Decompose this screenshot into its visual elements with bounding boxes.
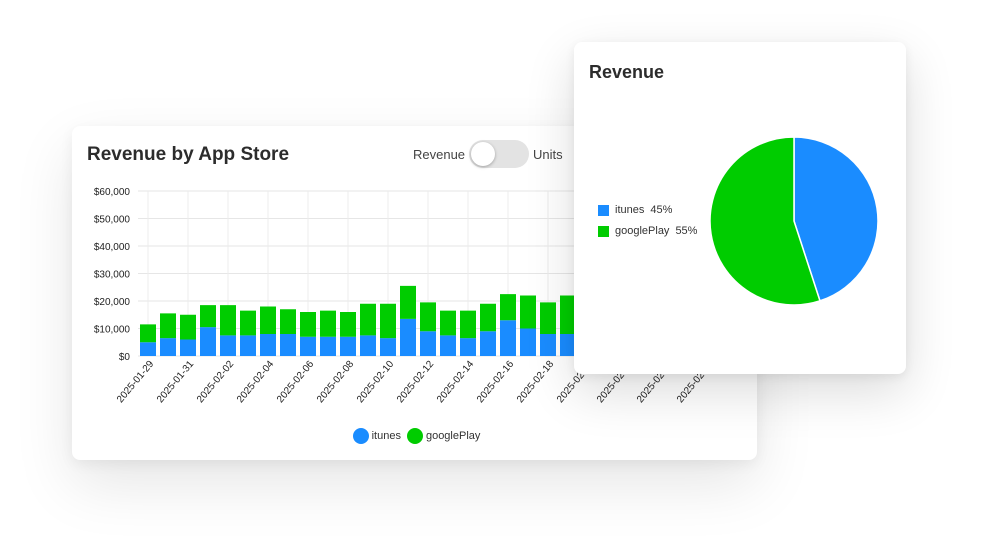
x-tick-label: 2025-02-10 (355, 359, 397, 406)
bar-googleplay-2025-02-09[interactable] (360, 303, 376, 336)
legend-swatch-googleplay[interactable] (406, 428, 423, 444)
bar-itunes-2025-02-08[interactable] (340, 336, 356, 356)
pie-chart (709, 136, 879, 306)
bar-itunes-2025-02-17[interactable] (520, 328, 536, 357)
toggle-label-units: Units (533, 146, 563, 162)
bar-googleplay-2025-02-05[interactable] (280, 309, 296, 334)
pie-legend-swatch-googleplay (598, 225, 609, 237)
y-tick-label: $20,000 (94, 297, 131, 308)
bar-googleplay-2025-01-29[interactable] (140, 324, 156, 343)
y-tick-label: $0 (119, 352, 131, 363)
y-tick-label: $40,000 (94, 242, 131, 253)
legend-swatch-itunes[interactable] (352, 428, 369, 444)
legend-label-itunes[interactable]: itunes (371, 430, 401, 442)
legend-label-googleplay[interactable]: googlePlay (425, 430, 481, 442)
x-tick-label: 2025-02-12 (395, 359, 437, 406)
bar-itunes-2025-02-15[interactable] (480, 331, 496, 356)
bar-chart-legend: itunes googlePlay (72, 428, 757, 444)
bar-googleplay-2025-01-31[interactable] (180, 314, 196, 340)
toggle-label-revenue: Revenue (413, 146, 466, 162)
bar-googleplay-2025-02-02[interactable] (220, 305, 236, 336)
bar-itunes-2025-02-02[interactable] (220, 335, 236, 356)
bar-itunes-2025-02-11[interactable] (400, 318, 416, 356)
bar-googleplay-2025-02-04[interactable] (260, 306, 276, 335)
bar-googleplay-2025-02-15[interactable] (480, 303, 496, 332)
bar-googleplay-2025-02-14[interactable] (460, 310, 476, 339)
bar-itunes-2025-02-14[interactable] (460, 338, 476, 356)
bar-googleplay-2025-02-19[interactable] (560, 295, 576, 335)
bar-googleplay-2025-02-06[interactable] (300, 312, 316, 337)
bar-googleplay-2025-02-08[interactable] (340, 312, 356, 337)
y-tick-label: $50,000 (94, 215, 131, 226)
bar-itunes-2025-02-07[interactable] (320, 336, 336, 356)
pie-slice-googleplay[interactable] (709, 136, 821, 306)
x-tick-label: 2025-01-29 (115, 359, 157, 406)
x-tick-label: 2025-01-31 (155, 359, 197, 406)
y-tick-label: $60,000 (94, 187, 131, 198)
bar-itunes-2025-02-04[interactable] (260, 334, 276, 356)
pie-legend-item-googleplay[interactable]: googlePlay 55% (598, 225, 697, 237)
bar-itunes-2025-02-18[interactable] (540, 334, 556, 356)
revenue-units-toggle-group: Revenue Units (413, 140, 563, 168)
bar-itunes-2025-02-16[interactable] (500, 320, 516, 356)
bar-googleplay-2025-02-18[interactable] (540, 302, 556, 334)
pie-legend-item-itunes[interactable]: itunes 45% (598, 204, 672, 216)
toggle-knob[interactable] (471, 142, 496, 166)
bar-itunes-2025-01-29[interactable] (140, 342, 156, 356)
bar-itunes-2025-02-03[interactable] (240, 335, 256, 356)
bar-itunes-2025-02-05[interactable] (280, 334, 296, 356)
x-tick-label: 2025-02-18 (515, 359, 557, 406)
bar-googleplay-2025-02-01[interactable] (200, 305, 216, 328)
bar-itunes-2025-02-06[interactable] (300, 336, 316, 356)
x-tick-label: 2025-02-02 (195, 359, 237, 406)
bar-googleplay-2025-01-30[interactable] (160, 313, 176, 339)
x-tick-label: 2025-02-14 (435, 359, 477, 406)
bar-itunes-2025-02-01[interactable] (200, 327, 216, 356)
x-tick-label: 2025-02-04 (235, 359, 277, 406)
bar-googleplay-2025-02-17[interactable] (520, 295, 536, 329)
x-tick-label: 2025-02-06 (275, 359, 317, 406)
pie-legend-pct-googleplay: 55% (675, 225, 698, 237)
pie-legend-label-googleplay: googlePlay (615, 225, 670, 237)
bar-itunes-2025-02-09[interactable] (360, 335, 376, 356)
pie-legend-pct-itunes: 45% (650, 204, 673, 216)
y-tick-label: $30,000 (94, 270, 131, 281)
pie-chart-title: Revenue (589, 62, 665, 82)
bar-itunes-2025-02-19[interactable] (560, 334, 576, 356)
bar-googleplay-2025-02-11[interactable] (400, 285, 416, 319)
bar-googleplay-2025-02-16[interactable] (500, 294, 516, 321)
bar-itunes-2025-02-12[interactable] (420, 331, 436, 356)
bar-googleplay-2025-02-13[interactable] (440, 310, 456, 336)
bar-itunes-2025-01-31[interactable] (180, 339, 196, 357)
revenue-pie-card: Revenue itunes 45% googlePlay 55% (574, 42, 906, 374)
bar-googleplay-2025-02-03[interactable] (240, 310, 256, 336)
x-tick-label: 2025-02-16 (475, 359, 517, 406)
pie-slice-itunes[interactable] (793, 136, 879, 302)
pie-legend-swatch-itunes (598, 204, 609, 216)
pie-legend-label-itunes: itunes (615, 204, 645, 216)
revenue-units-toggle[interactable] (469, 140, 530, 168)
x-tick-label: 2025-02-08 (315, 359, 357, 406)
bar-googleplay-2025-02-07[interactable] (320, 310, 336, 337)
bar-itunes-2025-01-30[interactable] (160, 338, 176, 356)
bar-chart-title: Revenue by App Store (87, 144, 290, 165)
bar-itunes-2025-02-10[interactable] (380, 338, 396, 356)
y-tick-label: $10,000 (94, 325, 131, 336)
bar-googleplay-2025-02-10[interactable] (380, 303, 396, 339)
bar-googleplay-2025-02-12[interactable] (420, 302, 436, 332)
bar-itunes-2025-02-13[interactable] (440, 335, 456, 356)
